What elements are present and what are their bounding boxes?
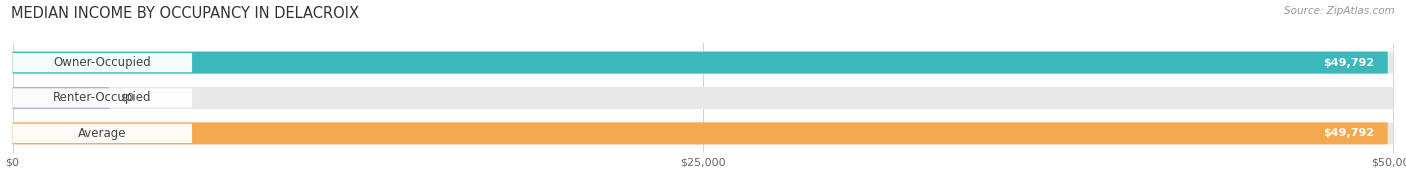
Text: Source: ZipAtlas.com: Source: ZipAtlas.com <box>1284 6 1395 16</box>
Text: Average: Average <box>79 127 127 140</box>
FancyBboxPatch shape <box>13 52 1393 74</box>
FancyBboxPatch shape <box>13 53 193 72</box>
Text: MEDIAN INCOME BY OCCUPANCY IN DELACROIX: MEDIAN INCOME BY OCCUPANCY IN DELACROIX <box>11 6 360 21</box>
FancyBboxPatch shape <box>13 122 1388 144</box>
Text: $0: $0 <box>121 93 134 103</box>
Text: Renter-Occupied: Renter-Occupied <box>53 92 152 104</box>
FancyBboxPatch shape <box>13 52 1388 74</box>
FancyBboxPatch shape <box>13 122 1393 144</box>
FancyBboxPatch shape <box>13 124 193 143</box>
Text: Owner-Occupied: Owner-Occupied <box>53 56 152 69</box>
FancyBboxPatch shape <box>13 87 1393 109</box>
Text: $49,792: $49,792 <box>1323 128 1374 138</box>
FancyBboxPatch shape <box>13 87 110 109</box>
FancyBboxPatch shape <box>13 88 193 108</box>
Text: $49,792: $49,792 <box>1323 58 1374 68</box>
